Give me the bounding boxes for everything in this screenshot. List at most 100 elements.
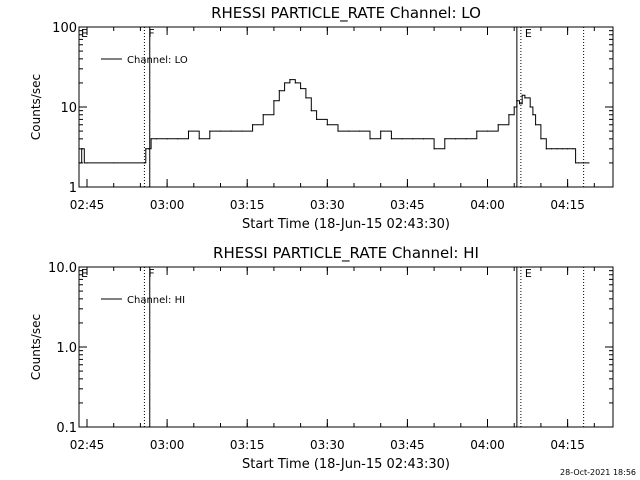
x-tick-label: 03:45: [390, 198, 425, 212]
data-point: [358, 130, 360, 132]
data-point: [454, 138, 457, 140]
chart-title: RHESSI PARTICLE_RATE Channel: HI: [213, 244, 479, 263]
data-point: [78, 162, 80, 164]
hi-channel-panel: RHESSI PARTICLE_RATE Channel: HI Start T…: [29, 244, 614, 472]
data-point: [508, 114, 510, 116]
data-point: [209, 130, 211, 132]
data-point: [545, 148, 547, 150]
data-point: [486, 130, 489, 132]
data-point: [497, 124, 499, 126]
plot-frame: [78, 266, 614, 428]
data-point: [390, 138, 392, 140]
data-point: [532, 114, 534, 116]
data-point: [561, 148, 563, 150]
flag-label: E: [525, 27, 532, 40]
x-axis-label: Start Time (18-Jun-15 02:43:30): [242, 217, 450, 232]
corner-flag-label: E: [81, 27, 88, 40]
data-point: [326, 124, 328, 126]
data-point: [529, 106, 531, 108]
data-point: [289, 79, 291, 81]
data-point: [143, 162, 146, 164]
series-line-lo: [79, 79, 589, 164]
data-point: [241, 130, 243, 132]
data-point: [380, 130, 382, 132]
data-point: [575, 162, 577, 164]
data-point: [577, 162, 579, 164]
data-point: [476, 130, 478, 132]
data-point: [556, 148, 558, 150]
data-point: [230, 130, 232, 132]
data-point: [278, 90, 280, 92]
data-point: [283, 82, 286, 84]
data-point: [583, 162, 585, 164]
x-tick-label: 04:15: [550, 438, 585, 452]
y-tick-label: 0.1: [56, 421, 77, 436]
data-point: [348, 130, 350, 132]
data-point: [300, 87, 302, 90]
data-point: [465, 138, 467, 140]
data-point: [516, 100, 518, 102]
x-tick-label: 04:15: [550, 198, 585, 212]
y-axis-label: Counts/sec: [29, 314, 43, 380]
data-point: [251, 124, 254, 126]
flag-label: F: [148, 267, 154, 280]
data-point: [150, 138, 152, 140]
y-tick-label: 1.0: [56, 341, 77, 356]
data-point: [540, 138, 542, 140]
y-axis-label: Counts/sec: [29, 74, 43, 140]
data-point: [166, 138, 168, 140]
data-point: [316, 118, 318, 120]
data-point: [147, 148, 150, 150]
x-tick-label: 02:45: [70, 438, 105, 452]
flag-label: E: [525, 267, 532, 280]
x-tick-label: 03:15: [230, 438, 265, 452]
data-point: [444, 138, 446, 140]
data-point: [567, 148, 569, 150]
x-tick-label: 03:30: [310, 198, 345, 212]
data-point: [305, 97, 307, 99]
y-tick-label: 1: [69, 181, 77, 196]
legend-label: Channel: LO: [127, 55, 188, 66]
data-point: [219, 130, 222, 132]
data-point: [433, 148, 435, 150]
data-point: [187, 130, 190, 132]
data-point: [113, 162, 115, 164]
data-point: [524, 97, 526, 99]
data-point: [83, 162, 85, 164]
x-tick-label: 03:30: [310, 438, 345, 452]
data-point: [412, 138, 414, 140]
x-tick-label: 02:45: [70, 198, 105, 212]
y-tick-label: 10.0: [48, 261, 77, 276]
data-point: [337, 130, 339, 132]
x-tick-label: 04:00: [470, 198, 505, 212]
x-axis-label: Start Time (18-Jun-15 02:43:30): [242, 457, 450, 472]
data-point: [155, 138, 158, 140]
data-point: [198, 138, 200, 140]
data-point: [310, 110, 312, 112]
data-point: [521, 94, 523, 96]
x-tick-label: 03:00: [150, 438, 185, 452]
flag-label: F: [148, 27, 154, 40]
x-tick-label: 04:00: [470, 438, 505, 452]
data-point: [81, 148, 83, 150]
x-tick-label: 03:00: [150, 198, 185, 212]
y-tick-label: 10: [60, 101, 77, 116]
data-point: [86, 162, 88, 164]
data-point: [273, 100, 275, 102]
data-point: [588, 162, 590, 164]
data-point: [572, 148, 574, 150]
x-tick-label: 03:15: [230, 198, 265, 212]
data-point: [550, 148, 553, 150]
data-point: [177, 138, 179, 140]
data-point: [401, 138, 403, 140]
data-point: [518, 103, 521, 105]
lo-channel-panel: RHESSI PARTICLE_RATE Channel: LO Start T…: [29, 4, 614, 232]
data-point: [369, 138, 371, 140]
data-point: [145, 148, 147, 150]
chart-title: RHESSI PARTICLE_RATE Channel: LO: [211, 4, 481, 23]
data-point: [513, 106, 515, 108]
corner-flag-label: E: [81, 267, 88, 280]
x-tick-label: 03:45: [390, 438, 425, 452]
legend-label: Channel: HI: [127, 295, 185, 306]
